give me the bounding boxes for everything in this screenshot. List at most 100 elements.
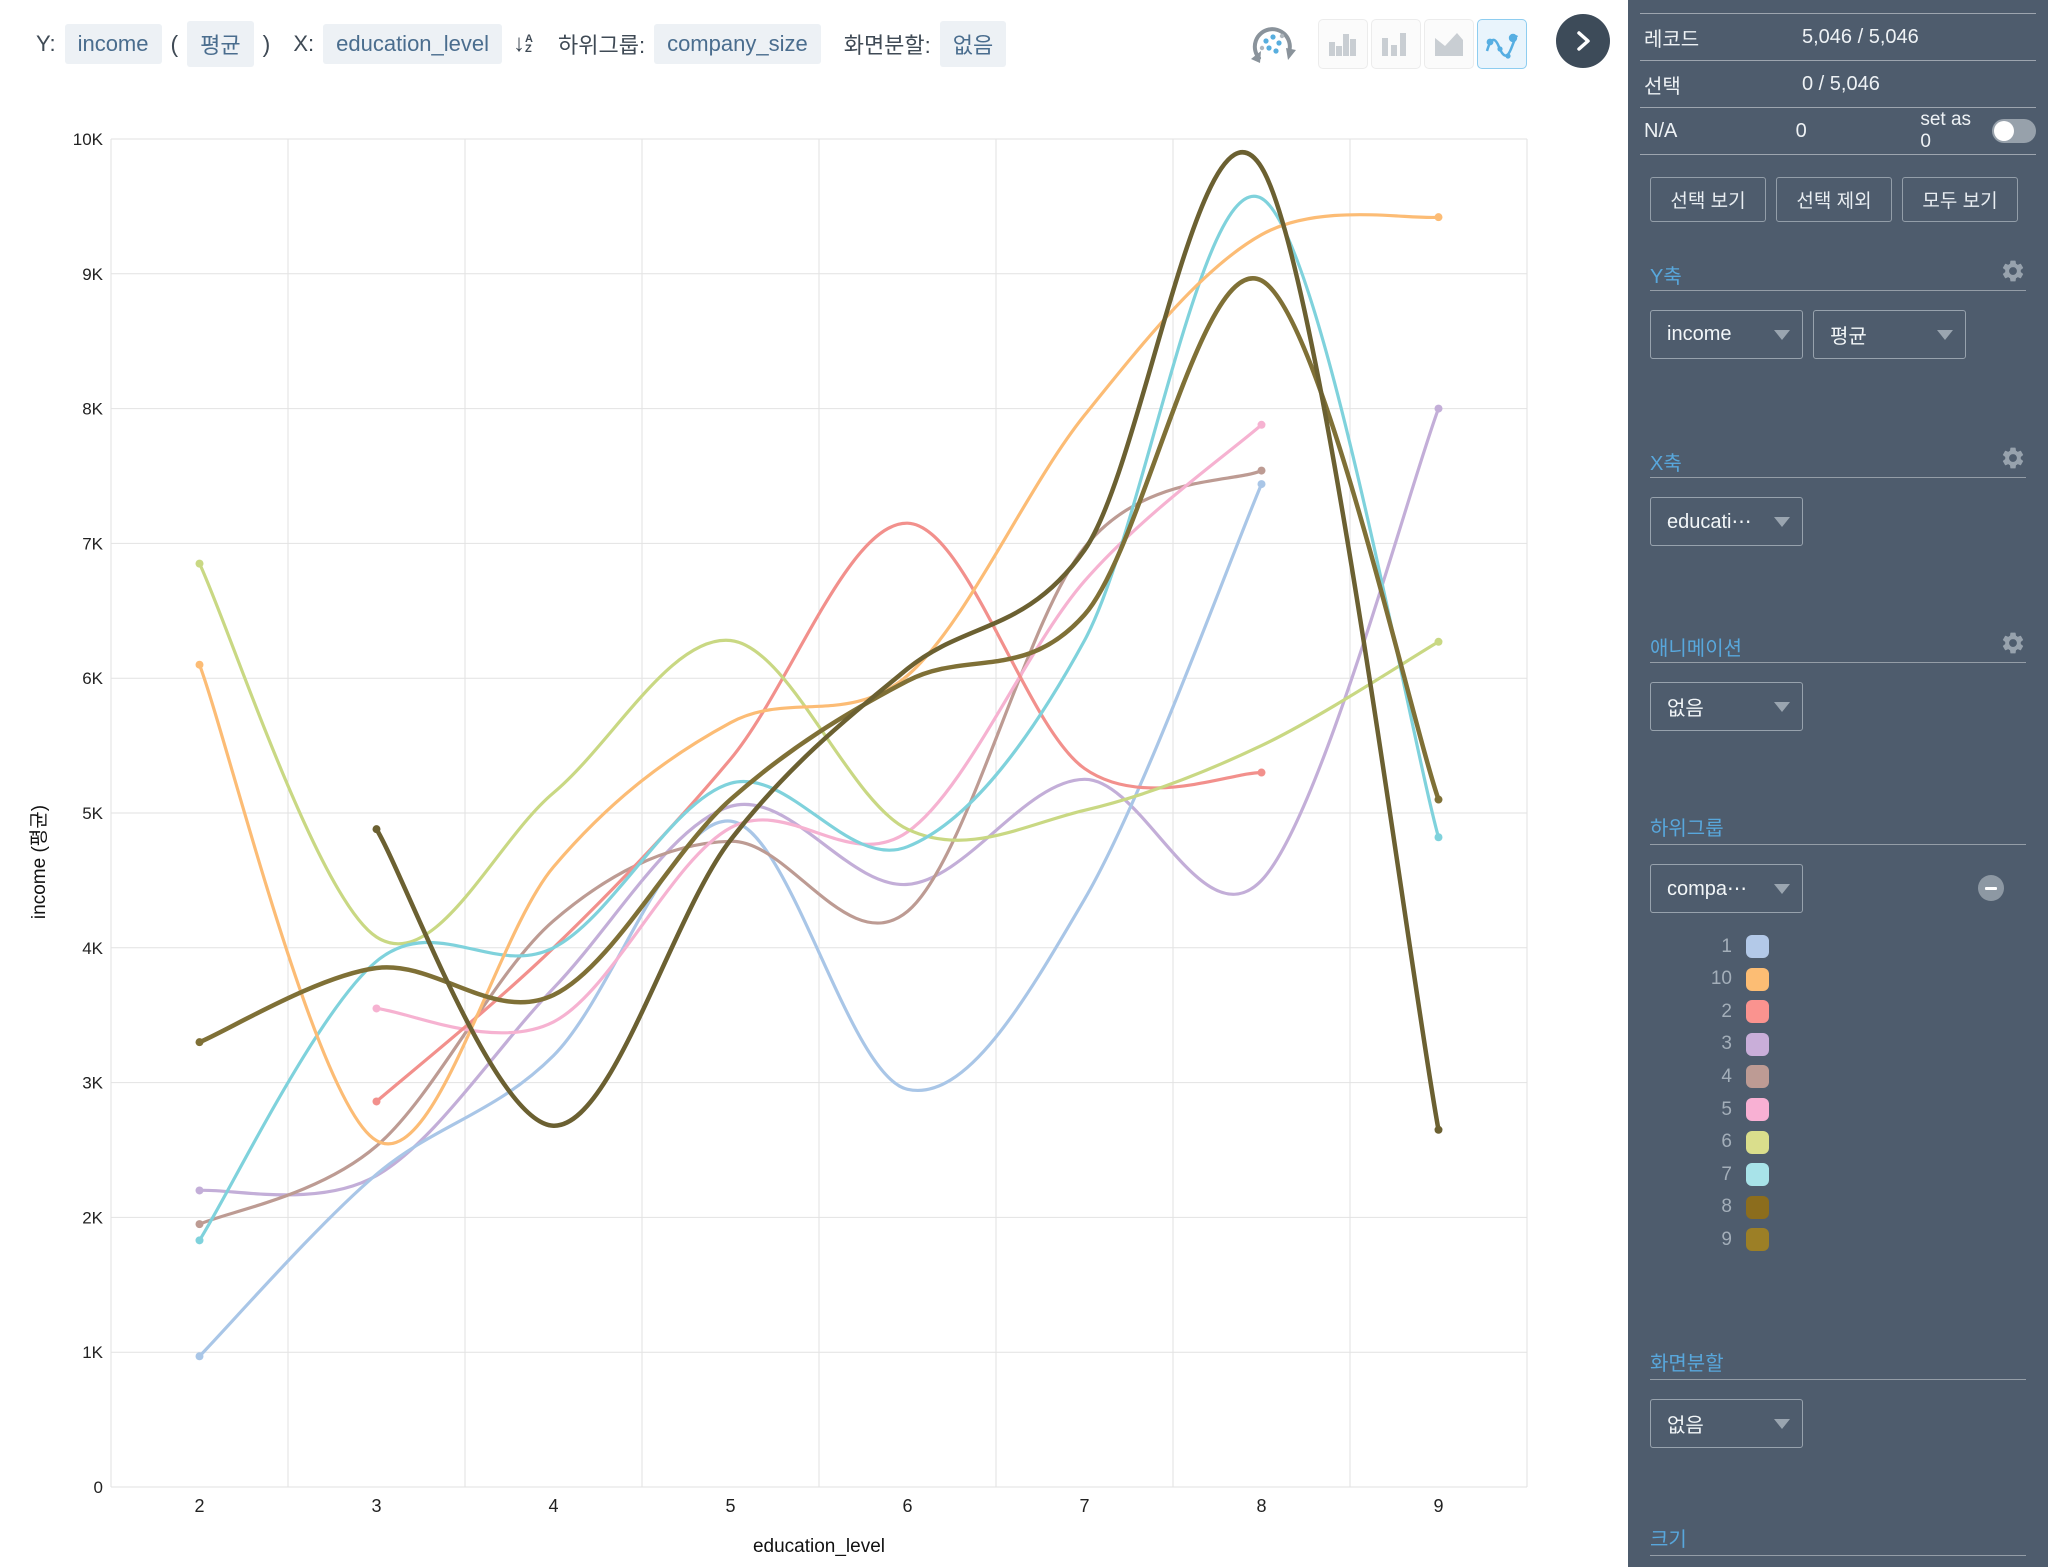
y-tick-label: 10K xyxy=(73,130,104,149)
series-line-2[interactable] xyxy=(374,521,1264,1104)
dropdown-하위그룹-0[interactable]: compa⋯ xyxy=(1650,864,1803,913)
stat-value: 0 / 5,046 xyxy=(1802,72,1880,95)
series-line-8[interactable] xyxy=(374,150,1441,1133)
y-aggregation-chip[interactable]: 평균 xyxy=(187,21,254,67)
series-line-6[interactable] xyxy=(197,562,1441,946)
legend-item-9[interactable]: 9 xyxy=(1650,1223,1850,1256)
legend-item-1[interactable]: 1 xyxy=(1650,930,1850,963)
legend-color-swatch[interactable] xyxy=(1746,967,1769,991)
legend-item-label: 7 xyxy=(1721,1163,1732,1185)
dropdown-value: 평균 xyxy=(1830,326,1867,348)
y-axis-label: Y: xyxy=(36,31,56,56)
split-label: 화면분할: xyxy=(843,33,931,58)
stat-row-N/A: N/A 0 set as 0 xyxy=(1640,108,2036,154)
divider xyxy=(1650,1379,2026,1380)
legend-item-7[interactable]: 7 xyxy=(1650,1158,1850,1191)
dropdown-value: 없음 xyxy=(1667,698,1704,720)
legend-color-swatch[interactable] xyxy=(1746,935,1769,958)
line-chart-icon[interactable] xyxy=(1477,19,1527,69)
series-line-5[interactable] xyxy=(374,423,1264,1035)
show-selection-button[interactable]: 선택 보기 xyxy=(1650,177,1766,222)
divider xyxy=(1640,60,2036,61)
area-chart-icon[interactable] xyxy=(1424,19,1474,69)
legend-color-swatch[interactable] xyxy=(1746,1130,1769,1154)
set-as-0-toggle[interactable] xyxy=(1992,119,2036,143)
stat-value: 0 xyxy=(1795,119,1807,142)
section-title: Y축 xyxy=(1650,265,1682,288)
bar-chart-icon[interactable] xyxy=(1318,19,1368,69)
chart-type-toolbar xyxy=(1244,16,1530,72)
line-chart-plot[interactable]: 0 1K 2K 3K 4K 5K 6K 7K 8K 9K 10K 2 3 4 5 6 7 8 9 education_… xyxy=(0,0,1628,1567)
series-endpoint-10 xyxy=(1434,213,1443,222)
stat-row-선택: 선택 0 / 5,046 xyxy=(1640,61,2036,107)
collapse-panel-button[interactable] xyxy=(1556,14,1610,68)
series-endpoint-2 xyxy=(1257,768,1266,777)
dropdown-Y축-1[interactable]: 평균 xyxy=(1813,310,1966,359)
remove-subgroup-button[interactable] xyxy=(1978,875,2004,901)
x-axis-title: education_level xyxy=(753,1536,885,1557)
legend-item-8[interactable]: 8 xyxy=(1650,1191,1850,1224)
x-tick-label: 5 xyxy=(725,1496,735,1516)
chevron-down-icon xyxy=(1774,329,1790,340)
divider xyxy=(1640,107,2036,108)
series-endpoint-8 xyxy=(1434,1125,1443,1134)
legend-color-swatch[interactable] xyxy=(1746,1163,1769,1187)
y-axis-title: income (평균) xyxy=(28,805,50,919)
y-tick-label: 5K xyxy=(82,804,103,823)
legend-item-2[interactable]: 2 xyxy=(1650,995,1850,1028)
series-line-3[interactable] xyxy=(197,407,1441,1197)
series-endpoint-4 xyxy=(1257,466,1266,475)
legend-color-swatch[interactable] xyxy=(1746,1000,1769,1024)
y-tick-label: 6K xyxy=(82,669,103,688)
gear-icon[interactable] xyxy=(2000,258,2026,290)
subgroup-field-chip[interactable]: company_size xyxy=(654,24,821,64)
section-title: X축 xyxy=(1650,452,1682,475)
legend-item-4[interactable]: 4 xyxy=(1650,1060,1850,1093)
legend-item-3[interactable]: 3 xyxy=(1650,1028,1850,1061)
series-line-10[interactable] xyxy=(197,213,1441,1146)
legend-color-swatch[interactable] xyxy=(1746,1228,1769,1252)
y-tick-label: 9K xyxy=(82,265,103,284)
stat-label: 레코드 xyxy=(1644,28,1700,51)
divider xyxy=(1650,662,2026,663)
gear-icon[interactable] xyxy=(2000,630,2026,662)
legend-color-swatch[interactable] xyxy=(1746,1032,1769,1056)
y-field-chip[interactable]: income xyxy=(64,24,162,64)
x-tick-label: 6 xyxy=(902,1496,912,1516)
legend-color-swatch[interactable] xyxy=(1746,1195,1769,1219)
series-line-1[interactable] xyxy=(197,482,1264,1358)
paren-close: ) xyxy=(262,30,271,57)
paren-open: ( xyxy=(170,30,179,57)
dropdown-X축-0[interactable]: educati⋯ xyxy=(1650,497,1803,546)
x-field-chip[interactable]: education_level xyxy=(323,24,503,64)
dropdown-value: income xyxy=(1667,323,1732,345)
legend-item-label: 6 xyxy=(1721,1131,1732,1153)
gear-icon[interactable] xyxy=(2000,445,2026,477)
toggle-knob xyxy=(1994,121,2014,141)
legend-color-swatch[interactable] xyxy=(1746,1098,1769,1121)
y-tick-label: 0 xyxy=(94,1478,103,1497)
section-title: 하위그룹 xyxy=(1650,818,1724,840)
series-line-9[interactable] xyxy=(197,276,1441,1045)
split-value-chip[interactable]: 없음 xyxy=(939,21,1007,67)
legend-item-10[interactable]: 10 xyxy=(1650,963,1850,996)
series-endpoint-10 xyxy=(195,660,204,669)
exclude-selection-button[interactable]: 선택 제외 xyxy=(1776,177,1892,222)
legend-color-swatch[interactable] xyxy=(1746,1065,1769,1089)
dropdown-화면분할-0[interactable]: 없음 xyxy=(1650,1399,1803,1448)
divider xyxy=(1650,477,2026,478)
legend-item-5[interactable]: 5 xyxy=(1650,1093,1850,1126)
section-header-하위그룹: 하위그룹 xyxy=(1650,812,2026,841)
legend-item-6[interactable]: 6 xyxy=(1650,1126,1850,1159)
dropdown-애니메이션-0[interactable]: 없음 xyxy=(1650,682,1803,731)
grouped-bar-chart-icon[interactable] xyxy=(1371,19,1421,69)
refresh-scatter-icon[interactable] xyxy=(1244,16,1300,72)
dropdown-Y축-0[interactable]: income xyxy=(1650,310,1803,359)
grid-lines xyxy=(110,138,1528,1488)
show-all-button[interactable]: 모두 보기 xyxy=(1902,177,2018,222)
legend-item-label: 4 xyxy=(1721,1065,1732,1087)
subgroup-label: 하위그룹: xyxy=(557,33,646,58)
